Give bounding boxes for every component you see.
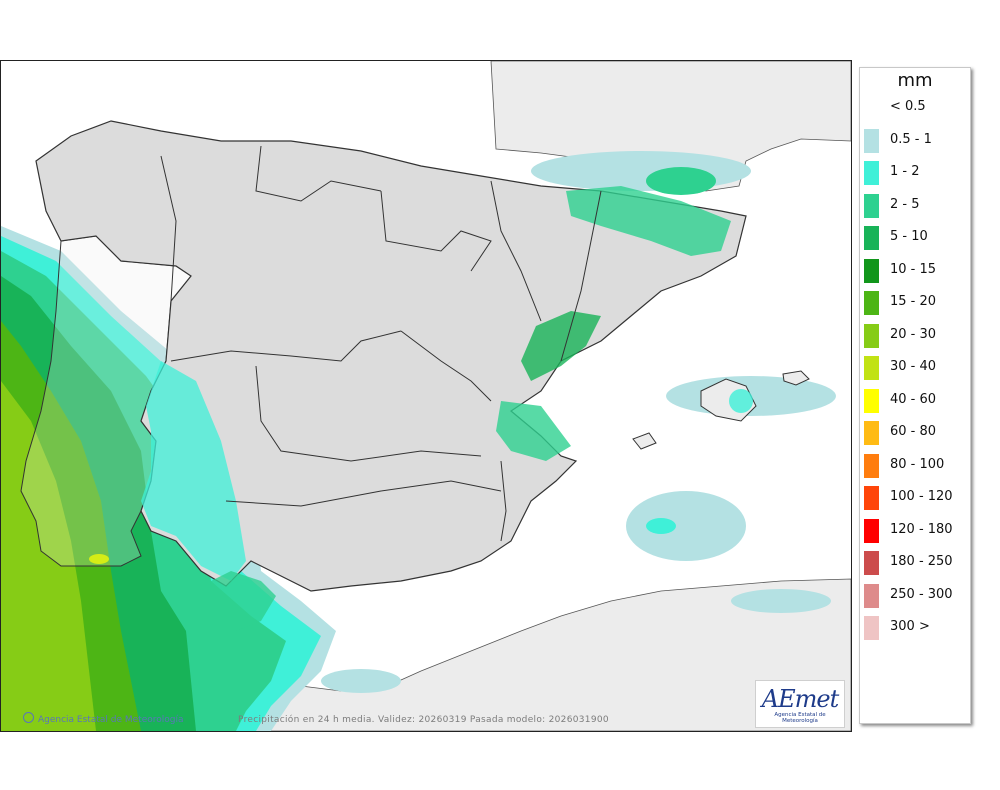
legend-label: 2 - 5 xyxy=(890,196,920,212)
legend-item: 40 - 60 xyxy=(860,385,970,417)
andalusia-rain xyxy=(201,571,276,631)
legend-swatch xyxy=(864,453,879,478)
legend-item: 2 - 5 xyxy=(860,190,970,222)
legend-swatch xyxy=(864,128,879,153)
legend-swatch xyxy=(864,161,879,185)
alboran-rain xyxy=(321,669,401,693)
precipitation-map: Agencia Estatal de Meteorología Precipit… xyxy=(0,60,852,732)
legend-item: 10 - 15 xyxy=(860,255,970,287)
legend-label: 300 > xyxy=(890,619,930,634)
legend-label: 180 - 250 xyxy=(890,554,953,569)
agency-credit: Agencia Estatal de Meteorología xyxy=(23,712,184,725)
legend-label: 100 - 120 xyxy=(890,489,953,504)
region-borders xyxy=(160,145,602,542)
legend-label: 40 - 60 xyxy=(890,391,937,407)
france-landmass xyxy=(490,61,851,192)
legend-swatch xyxy=(864,323,879,348)
copyright-icon xyxy=(23,712,34,723)
legend-swatch xyxy=(864,616,879,640)
legend-label: 20 - 30 xyxy=(890,326,937,342)
legend-item: 300 > xyxy=(860,612,970,644)
legend-label: 120 - 180 xyxy=(890,521,953,537)
legend-label: 10 - 15 xyxy=(890,261,937,277)
legend-label: 1 - 2 xyxy=(890,164,920,179)
legend-label: 80 - 100 xyxy=(890,456,945,472)
legend-label: 5 - 10 xyxy=(890,229,928,244)
legend-label: 60 - 80 xyxy=(890,424,937,439)
legend-item: 0.5 - 1 xyxy=(860,125,970,157)
legend-unit: mm xyxy=(897,70,933,91)
legend-label: < 0.5 xyxy=(890,99,926,114)
ibiza xyxy=(632,432,657,450)
legend-label: 30 - 40 xyxy=(890,359,937,374)
aemet-logo-subtitle: Agencia Estatal de Meteorología xyxy=(774,712,826,724)
legend-item: < 0.5 xyxy=(860,92,970,124)
legend-item: 5 - 10 xyxy=(860,222,970,254)
legend-swatch xyxy=(864,583,879,608)
portugal-rain-peak xyxy=(89,554,109,564)
gulf-lion-rain xyxy=(531,151,751,191)
legend-swatch xyxy=(864,291,879,315)
legend-swatch xyxy=(864,518,879,543)
legend-item: 250 - 300 xyxy=(860,580,970,612)
med-rain-algeria xyxy=(731,589,831,613)
precipitation-legend: mm < 0.5 0.5 - 1 1 - 2 2 - 5 5 - 10 10 - 15 15… xyxy=(859,67,971,724)
agency-credit-text: Agencia Estatal de Meteorología xyxy=(38,715,184,725)
legend-item: 15 - 20 xyxy=(860,287,970,319)
gulf-lion-rain-core xyxy=(646,167,716,195)
med-rain-south xyxy=(626,491,746,561)
legend-label: 250 - 300 xyxy=(890,586,953,602)
legend-label: 15 - 20 xyxy=(890,294,937,309)
map-canvas xyxy=(1,61,851,731)
valencia-rain-south xyxy=(496,401,571,461)
valencia-rain xyxy=(521,311,601,381)
legend-item: 180 - 250 xyxy=(860,547,970,579)
legend-swatch xyxy=(864,486,879,510)
legend-swatch xyxy=(864,193,879,218)
legend-item: 60 - 80 xyxy=(860,417,970,449)
legend-swatch xyxy=(864,421,879,445)
legend-item: 1 - 2 xyxy=(860,157,970,189)
legend-label: 0.5 - 1 xyxy=(890,131,932,147)
legend-item: 30 - 40 xyxy=(860,352,970,384)
legend-swatch xyxy=(864,551,879,575)
legend-item: 120 - 180 xyxy=(860,515,970,547)
aemet-logo-word: AEmet xyxy=(761,685,839,713)
legend-swatch xyxy=(864,258,879,283)
west-spain-rain xyxy=(141,361,246,581)
mallorca-rain xyxy=(729,389,753,413)
legend-swatch xyxy=(864,356,879,380)
legend-swatch xyxy=(864,388,879,413)
med-rain-south-core xyxy=(646,518,676,534)
legend-swatch xyxy=(864,226,879,250)
legend-item: 100 - 120 xyxy=(860,482,970,514)
legend-item: 20 - 30 xyxy=(860,320,970,352)
menorca xyxy=(782,370,810,386)
legend-item: 80 - 100 xyxy=(860,450,970,482)
aemet-logo: AEmet Agencia Estatal de Meteorología xyxy=(755,680,845,728)
legend-swatch xyxy=(864,96,879,120)
catalonia-rain xyxy=(566,186,731,256)
map-caption: Precipitación en 24 h media. Validez: 20… xyxy=(238,715,609,725)
